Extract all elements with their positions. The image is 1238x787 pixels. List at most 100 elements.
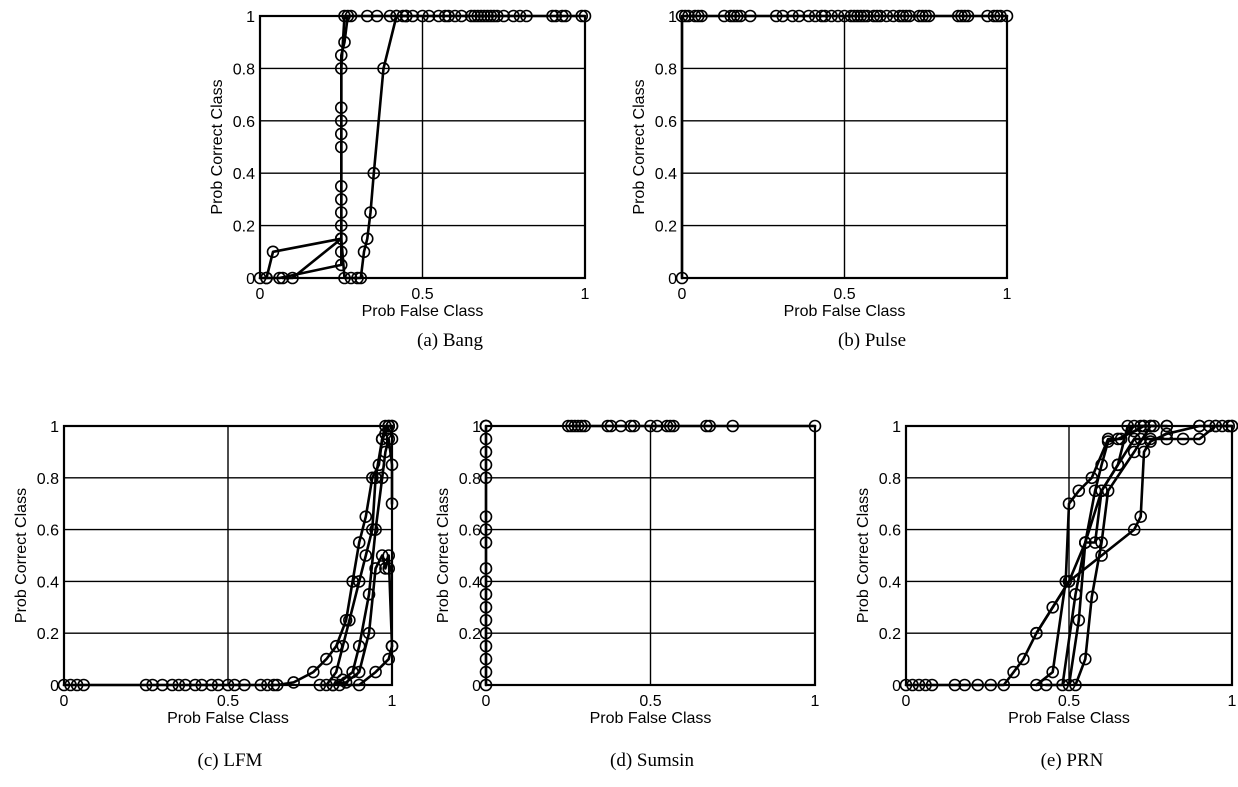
data-point xyxy=(730,9,744,23)
data-point xyxy=(1088,484,1102,498)
data-point xyxy=(352,678,366,692)
data-point xyxy=(899,678,913,692)
data-point xyxy=(838,9,851,23)
data-point xyxy=(700,419,713,433)
data-point xyxy=(334,127,348,141)
data-point xyxy=(682,9,695,23)
data-point xyxy=(351,271,364,285)
data-point xyxy=(188,678,202,692)
data-point xyxy=(156,678,169,692)
chart-caption: (c) LFM xyxy=(197,750,263,771)
data-point xyxy=(955,9,968,23)
x-tick-label: 0.5 xyxy=(411,286,433,303)
y-tick-label: 0.4 xyxy=(233,166,255,183)
x-tick-label: 0 xyxy=(60,693,69,710)
data-point xyxy=(624,419,638,433)
x-axis-label: Prob False Class xyxy=(167,710,289,727)
y-tick-label: 1 xyxy=(472,419,481,436)
roc-chart-svg: 0 0.2 0.4 0.6 0.8 1 0 0.5 1 Prob False Class Prob … xyxy=(631,9,1014,320)
data-point xyxy=(276,271,290,285)
data-point xyxy=(195,678,209,692)
data-point xyxy=(867,9,881,23)
y-tick-label: 1 xyxy=(892,419,901,436)
data-point xyxy=(339,613,353,627)
x-tick-label: 0.5 xyxy=(833,286,855,303)
data-point xyxy=(479,562,493,575)
data-point xyxy=(334,193,348,206)
data-point xyxy=(1046,665,1059,679)
y-tick-label: 0.8 xyxy=(233,61,255,78)
data-point xyxy=(362,626,376,640)
data-point xyxy=(364,206,377,219)
data-point xyxy=(385,458,399,472)
data-point xyxy=(734,9,747,23)
data-point xyxy=(471,9,485,23)
data-point xyxy=(912,678,926,692)
x-tick-label: 0.5 xyxy=(1058,693,1080,710)
data-point xyxy=(479,626,493,640)
data-point xyxy=(479,536,493,549)
data-point xyxy=(320,652,333,666)
y-tick-label: 0.4 xyxy=(879,574,901,591)
data-point xyxy=(306,665,320,679)
x-tick-label: 0.5 xyxy=(639,693,661,710)
data-point xyxy=(366,471,379,485)
data-point xyxy=(396,9,410,23)
data-point xyxy=(546,9,559,23)
y-tick-label: 0.6 xyxy=(459,523,481,540)
data-point xyxy=(334,206,348,219)
x-axis-label: Prob False Class xyxy=(590,710,712,727)
data-point xyxy=(479,510,493,523)
data-point xyxy=(479,458,493,472)
y-tick-label: 0 xyxy=(668,271,677,288)
data-point xyxy=(1144,419,1157,433)
data-point xyxy=(360,232,374,245)
data-point xyxy=(903,9,916,23)
data-point xyxy=(1062,575,1076,588)
data-point xyxy=(359,510,373,523)
data-point xyxy=(352,665,366,679)
x-axis-label: Prob False Class xyxy=(1008,710,1130,727)
chart-caption: (d) Sumsin xyxy=(610,750,694,771)
data-point xyxy=(64,678,77,692)
roc-chart-svg: 0 0.2 0.4 0.6 0.8 1 0 0.5 1 Prob False Class Prob … xyxy=(855,419,1238,727)
data-point xyxy=(379,445,392,459)
data-point xyxy=(555,9,569,23)
data-point xyxy=(267,678,281,692)
data-point xyxy=(854,9,868,23)
data-point xyxy=(481,9,494,23)
data-point xyxy=(919,9,933,23)
y-tick-label: 1 xyxy=(246,9,255,26)
data-point xyxy=(958,678,971,692)
data-point xyxy=(893,9,907,23)
data-point xyxy=(254,678,268,692)
y-tick-label: 0 xyxy=(246,271,255,288)
data-point xyxy=(341,9,355,23)
data-point xyxy=(1111,458,1125,472)
data-point xyxy=(334,101,348,114)
data-point xyxy=(338,35,351,49)
data-point xyxy=(971,678,985,692)
series-line xyxy=(281,14,408,280)
data-point xyxy=(815,9,829,23)
data-point xyxy=(1160,427,1174,441)
data-point xyxy=(487,9,501,23)
data-point xyxy=(344,9,358,23)
data-point xyxy=(981,9,994,23)
data-point xyxy=(1000,9,1014,23)
data-point xyxy=(565,419,578,433)
data-point xyxy=(1072,613,1086,627)
data-point xyxy=(857,9,871,23)
data-point xyxy=(1134,510,1148,523)
data-point xyxy=(334,232,348,245)
chart-panel-prn: 0 0.2 0.4 0.6 0.8 1 0 0.5 1 Prob False Class Prob … xyxy=(842,412,1238,787)
data-point xyxy=(464,9,478,23)
data-point xyxy=(367,166,381,180)
data-point xyxy=(1127,432,1141,446)
data-point xyxy=(442,9,455,23)
data-point xyxy=(382,549,396,562)
data-point xyxy=(354,271,368,285)
data-point xyxy=(987,9,1001,23)
data-point xyxy=(1062,497,1076,510)
series-line xyxy=(338,644,394,687)
